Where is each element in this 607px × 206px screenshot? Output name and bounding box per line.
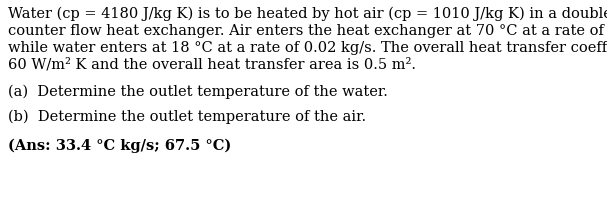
Text: Water (cp = 4180 J/kg K) is to be heated by hot air (cp = 1010 J/kg K) in a doub: Water (cp = 4180 J/kg K) is to be heated…	[8, 7, 607, 21]
Text: (b)  Determine the outlet temperature of the air.: (b) Determine the outlet temperature of …	[8, 109, 366, 124]
Text: (a)  Determine the outlet temperature of the water.: (a) Determine the outlet temperature of …	[8, 85, 388, 99]
Text: 60 W/m² K and the overall heat transfer area is 0.5 m².: 60 W/m² K and the overall heat transfer …	[8, 58, 416, 72]
Text: (Ans: 33.4 °C kg/s; 67.5 °C): (Ans: 33.4 °C kg/s; 67.5 °C)	[8, 138, 231, 153]
Text: while water enters at 18 °C at a rate of 0.02 kg/s. The overall heat transfer co: while water enters at 18 °C at a rate of…	[8, 41, 607, 55]
Text: counter flow heat exchanger. Air enters the heat exchanger at 70 °C at a rate of: counter flow heat exchanger. Air enters …	[8, 24, 607, 38]
